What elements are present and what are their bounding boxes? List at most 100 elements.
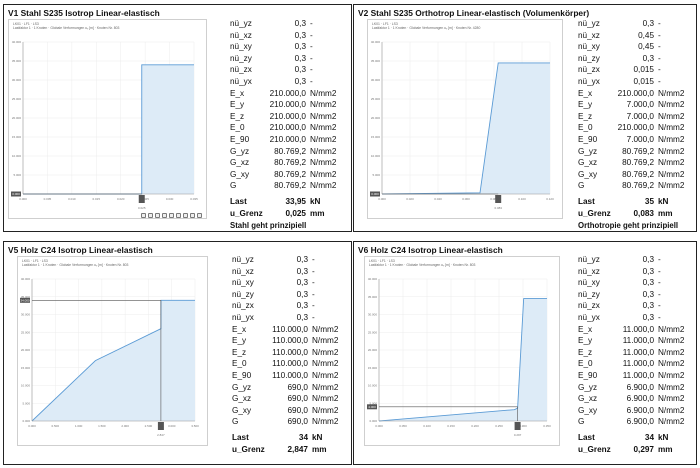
property-name: G [578, 181, 585, 191]
property-unit: - [658, 266, 661, 276]
property-name: E_90 [578, 371, 598, 380]
plot-header-line-1: LK01 · LF1 · LS3 [22, 259, 48, 263]
property-value: 11.000,0 [622, 324, 654, 334]
property-name: nü_xz [578, 266, 600, 276]
property-name: nü_yx [578, 313, 600, 322]
y-tick-label: 15.000 [12, 135, 22, 139]
property-value: 210.000,0 [269, 135, 306, 144]
property-unit: - [658, 278, 661, 288]
property-name: nü_zy [230, 53, 252, 63]
last-label: Last [578, 197, 595, 206]
property-unit: N/mm2 [310, 88, 337, 98]
area-fill [23, 64, 194, 194]
area-fill [379, 298, 547, 421]
last-label: Last [578, 433, 595, 442]
y-tick-label: 20.000 [21, 348, 31, 352]
y-tick-label: 35.000 [371, 59, 381, 63]
property-value: 0,3 [296, 301, 308, 311]
property-value: 6.900,0 [626, 382, 654, 392]
property-value: 690,0 [287, 394, 309, 404]
export-icon[interactable] [169, 213, 174, 218]
property-unit: N/mm2 [658, 146, 685, 156]
y-tick-label: 15.000 [21, 366, 31, 370]
panel-v5: V5 Holz C24 Isotrop Linear-elastisch LK0… [3, 241, 352, 465]
property-value: 0,3 [296, 255, 308, 264]
load-displacement-plot[interactable]: LK01 · LF1 · LS3 Lastfaktor 1 · 1 Knoten… [367, 19, 563, 219]
x-tick-label: 0.100 [518, 197, 526, 201]
property-value: 0,3 [642, 53, 654, 63]
x-tick-label: 0.025 [141, 197, 149, 201]
x-tick-label: 0.300 [519, 424, 527, 428]
x-tick-label: 2.000 [121, 424, 129, 428]
property-value: 0,3 [296, 313, 308, 322]
zoom-icon[interactable] [141, 213, 146, 218]
property-unit: - [658, 313, 661, 322]
panel-title: V5 Holz C24 Isotrop Linear-elastisch [8, 245, 153, 255]
y-tick-label: 35.000 [21, 295, 31, 299]
property-value: 110.000,0 [272, 359, 308, 369]
property-unit: - [310, 30, 313, 40]
property-value: 210.000,0 [617, 88, 654, 98]
property-value: 80.769,2 [274, 146, 306, 156]
property-unit: - [312, 289, 315, 299]
x-tick-label: 0.000 [375, 424, 383, 428]
load-displacement-plot[interactable]: LK01 · LF1 · LS3 Lastfaktor 1 · 1 Knoten… [8, 19, 207, 219]
x-marker-tag [514, 422, 521, 430]
property-value: 11.000,0 [622, 359, 654, 369]
x-tick-label: 0.040 [434, 197, 442, 201]
load-displacement-plot[interactable]: LK01 · LF1 · LS3 Lastfaktor 1 · 1 Knoten… [364, 256, 560, 446]
property-value: 0,3 [294, 65, 306, 75]
property-value: 0,3 [642, 289, 654, 299]
x-tick-label: 0.020 [406, 197, 414, 201]
property-name: nü_yz [230, 19, 252, 28]
property-name: nü_xy [232, 278, 254, 288]
ugrenz-unit: mm [658, 445, 673, 454]
property-unit: N/mm2 [658, 181, 685, 191]
x-tick-label: 0.080 [490, 197, 498, 201]
table-icon[interactable] [162, 213, 167, 218]
settings-icon[interactable] [183, 213, 188, 218]
pan-icon[interactable] [148, 213, 153, 218]
fit-icon[interactable] [155, 213, 160, 218]
series-line [381, 62, 550, 195]
property-value: 80.769,2 [274, 181, 306, 191]
property-unit: N/mm2 [658, 382, 685, 392]
property-unit: N/mm2 [312, 324, 339, 334]
y-tick-label: 25.000 [368, 330, 378, 334]
help-icon[interactable] [197, 213, 202, 218]
property-unit: N/mm2 [310, 123, 337, 133]
x-marker-tag [495, 195, 502, 203]
print-icon[interactable] [176, 213, 181, 218]
copy-icon[interactable] [190, 213, 195, 218]
x-tick-label: 1.000 [75, 424, 83, 428]
property-name: G [232, 417, 239, 427]
property-value: 690,0 [287, 417, 309, 427]
y-tick-label: 10.000 [21, 384, 31, 388]
property-unit: N/mm2 [658, 371, 685, 380]
property-unit: - [658, 301, 661, 311]
property-unit: N/mm2 [658, 158, 685, 168]
x-tick-label: 0.015 [93, 197, 101, 201]
ugrenz-value: 2,847 [287, 445, 309, 454]
property-unit: N/mm2 [658, 169, 685, 179]
property-name: nü_yz [232, 255, 254, 264]
property-value: 80.769,2 [274, 169, 306, 179]
y-tick-label: 5.000 [22, 401, 30, 405]
load-displacement-plot[interactable]: LK01 · LF1 · LS3 Lastfaktor 1 · 1 Knoten… [17, 256, 208, 446]
property-name: E_0 [578, 123, 593, 133]
property-unit: - [658, 65, 661, 75]
last-value: 34 [644, 433, 654, 442]
property-unit: N/mm2 [658, 111, 685, 121]
y-marker-label: 0.000 [371, 192, 379, 196]
x-tick-label: 2.500 [145, 424, 153, 428]
property-name: nü_xz [230, 30, 252, 40]
y-tick-label: 20.000 [12, 116, 22, 120]
property-name: G_yz [232, 382, 252, 392]
property-value: 11.000,0 [622, 371, 654, 380]
last-value: 35 [644, 197, 654, 206]
property-value: 6.900,0 [626, 394, 654, 404]
property-name: G_xz [578, 158, 598, 168]
x-tick-label: 0.035 [190, 197, 198, 201]
property-unit: N/mm2 [310, 158, 337, 168]
property-value: 210.000,0 [617, 123, 654, 133]
